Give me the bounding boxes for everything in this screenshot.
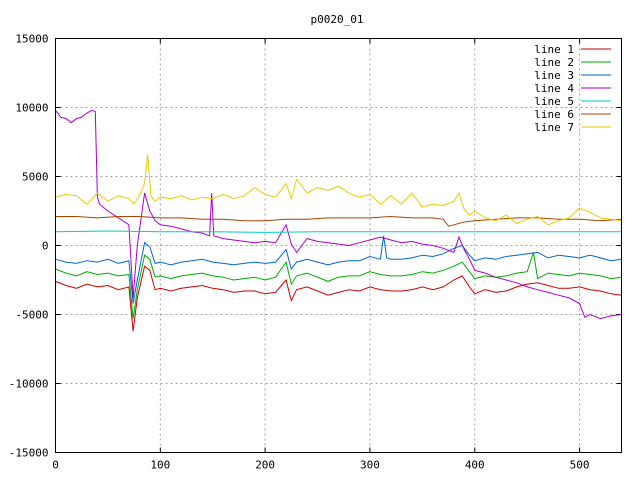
y-tick-label: 15000 bbox=[15, 33, 48, 46]
plot-frame bbox=[55, 38, 622, 453]
y-tick-label: -15000 bbox=[9, 447, 49, 460]
legend-label-6: line 6 bbox=[534, 108, 574, 121]
series-line-5 bbox=[55, 230, 622, 233]
y-tick-label: -10000 bbox=[9, 378, 49, 391]
legend-label-5: line 5 bbox=[534, 95, 574, 108]
y-axis: -15000 -10000 -5000 0 5000 10000 15000 bbox=[9, 33, 622, 460]
series-line-4 bbox=[55, 109, 622, 320]
series-line-7 bbox=[55, 154, 622, 226]
x-axis: 0 100 200 300 400 500 bbox=[52, 38, 590, 472]
x-tick-label: 300 bbox=[360, 459, 380, 472]
legend-label-7: line 7 bbox=[534, 121, 574, 134]
series-group bbox=[55, 109, 622, 332]
y-tick-label: 0 bbox=[42, 240, 49, 253]
series-line-3 bbox=[55, 235, 622, 304]
series-line-6 bbox=[55, 215, 622, 227]
y-tick-label: 10000 bbox=[15, 102, 48, 115]
x-tick-label: 500 bbox=[570, 459, 590, 472]
x-tick-label: 100 bbox=[150, 459, 170, 472]
legend-label-4: line 4 bbox=[534, 82, 574, 95]
legend-label-2: line 2 bbox=[534, 56, 574, 69]
legend-label-3: line 3 bbox=[534, 69, 574, 82]
x-tick-label: 0 bbox=[52, 459, 59, 472]
series-line-2 bbox=[55, 252, 622, 319]
legend-label-1: line 1 bbox=[534, 43, 574, 56]
series-line-1 bbox=[55, 265, 622, 332]
grid-lines bbox=[55, 38, 622, 453]
y-tick-label: 5000 bbox=[22, 171, 49, 184]
x-tick-label: 200 bbox=[255, 459, 275, 472]
y-tick-label: -5000 bbox=[15, 309, 48, 322]
x-tick-label: 400 bbox=[465, 459, 485, 472]
chart-title: p0020_01 bbox=[311, 13, 364, 26]
